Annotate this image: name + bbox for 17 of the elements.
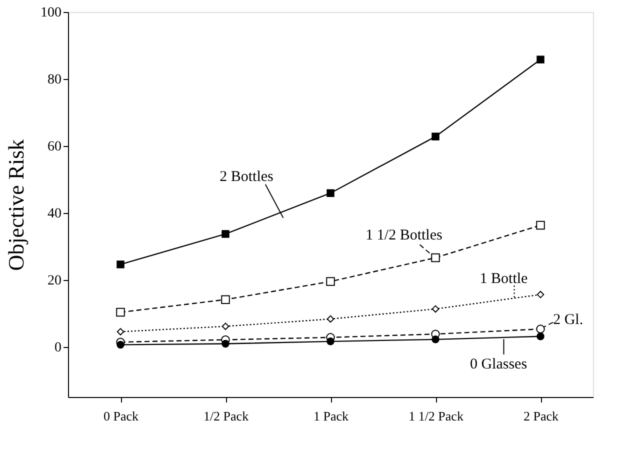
x-tick-label: 0 Pack bbox=[103, 408, 140, 424]
x-tick-label: 2 Pack bbox=[523, 408, 560, 424]
series-label: 1 1/2 Bottles bbox=[366, 228, 442, 244]
series-label: 2 Bottles bbox=[220, 169, 274, 186]
x-tick-label: 1 1/2 Pack bbox=[408, 408, 464, 424]
series-label: 0 Glasses bbox=[470, 356, 528, 373]
y-tick-label: 0 bbox=[54, 340, 62, 356]
legend-label: 2 Gl. bbox=[553, 312, 584, 328]
y-tick-label: 80 bbox=[48, 72, 62, 88]
x-tick-label: 1 Pack bbox=[313, 408, 350, 424]
y-tick-label: 20 bbox=[48, 273, 62, 288]
series-label: 1 Bottle bbox=[480, 271, 528, 288]
y-tick-label: 60 bbox=[48, 139, 62, 154]
y-tick-label: 40 bbox=[48, 206, 62, 222]
x-tick-label: 1/2 Pack bbox=[203, 408, 250, 424]
y-axis-title: Objective Risk bbox=[4, 139, 28, 271]
y-tick-label: 100 bbox=[40, 6, 62, 20]
